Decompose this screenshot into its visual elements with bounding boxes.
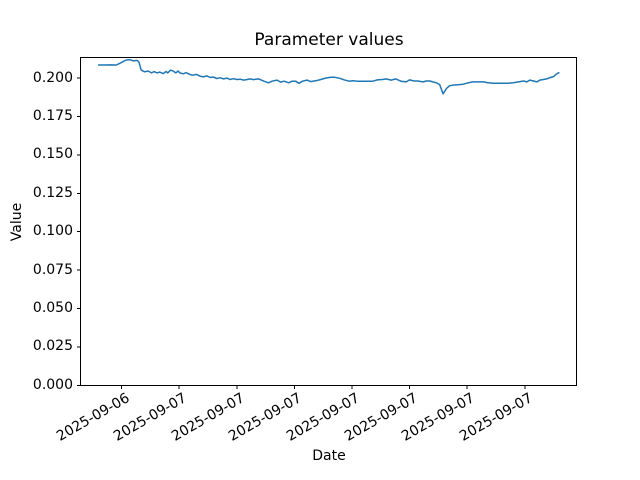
chart-title: Parameter values — [254, 30, 404, 50]
x-axis-label: Date — [312, 448, 346, 464]
parameter-value-line — [97, 58, 560, 95]
y-tick-label: 0.175 — [32, 107, 73, 124]
y-tick-label: 0.050 — [32, 299, 73, 316]
y-tick-label: 0.150 — [32, 146, 73, 163]
y-tick-label: 0.075 — [32, 261, 73, 278]
y-tick-label: 0.025 — [32, 338, 73, 355]
y-tick-label: 0.200 — [32, 69, 73, 86]
y-tick-label: 0.000 — [32, 376, 73, 393]
axes-box — [80, 57, 578, 386]
y-tick-label: 0.125 — [32, 184, 73, 201]
y-tick-label: 0.100 — [32, 223, 73, 240]
